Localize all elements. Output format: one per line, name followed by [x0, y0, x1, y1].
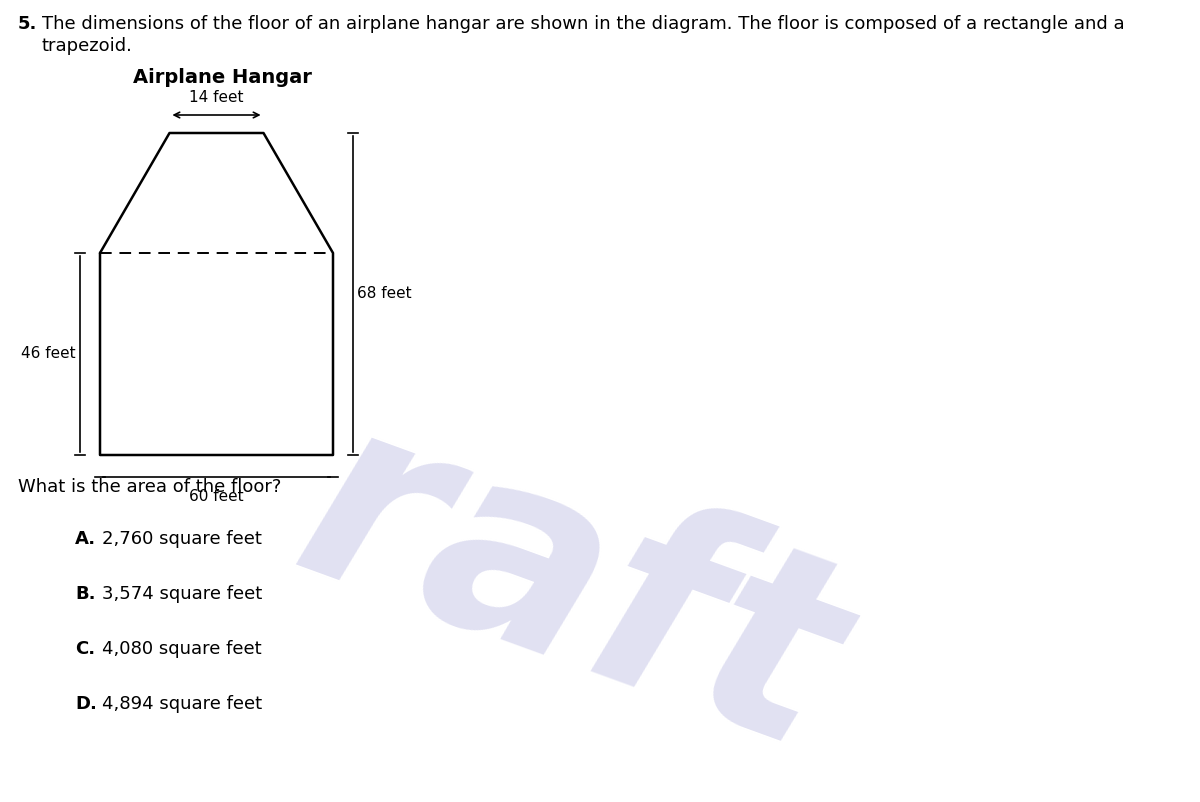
Text: 4,080 square feet: 4,080 square feet [102, 640, 262, 658]
Text: B.: B. [74, 585, 96, 603]
Text: Airplane Hangar: Airplane Hangar [132, 68, 312, 87]
Text: trapezoid.: trapezoid. [42, 37, 133, 55]
Text: raft: raft [269, 376, 871, 802]
Text: 2,760 square feet: 2,760 square feet [102, 530, 262, 548]
Text: C.: C. [74, 640, 95, 658]
Text: 5.: 5. [18, 15, 37, 33]
Text: 60 feet: 60 feet [190, 489, 244, 504]
Text: What is the area of the floor?: What is the area of the floor? [18, 478, 281, 496]
Text: D.: D. [74, 695, 97, 713]
Text: A.: A. [74, 530, 96, 548]
Text: 46 feet: 46 feet [22, 346, 76, 362]
Text: The dimensions of the floor of an airplane hangar are shown in the diagram. The : The dimensions of the floor of an airpla… [42, 15, 1124, 33]
Text: 14 feet: 14 feet [190, 90, 244, 105]
Text: 4,894 square feet: 4,894 square feet [102, 695, 262, 713]
Text: 3,574 square feet: 3,574 square feet [102, 585, 263, 603]
Text: 68 feet: 68 feet [358, 286, 412, 302]
